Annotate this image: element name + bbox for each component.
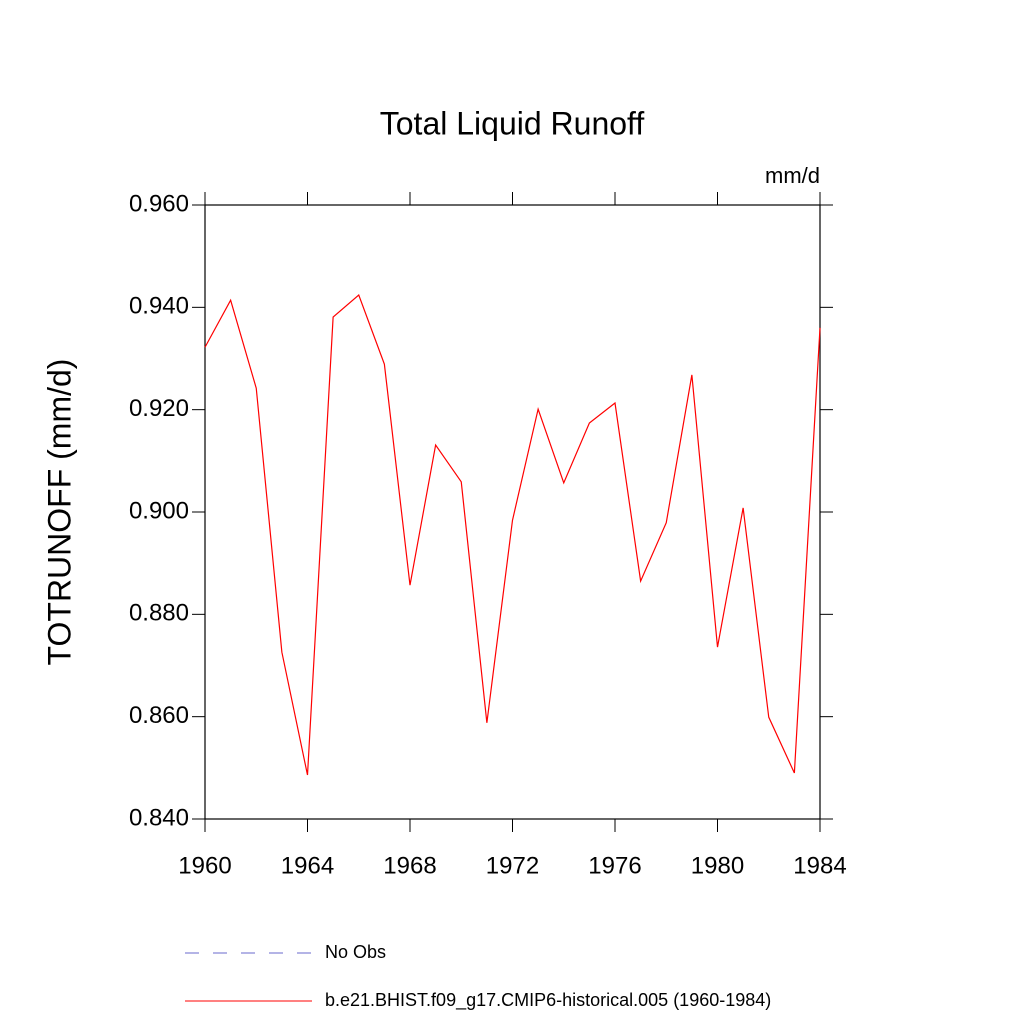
x-tick-label: 1968 xyxy=(383,852,436,879)
y-tick-label: 0.900 xyxy=(129,497,189,524)
x-tick-label: 1976 xyxy=(588,852,641,879)
x-tick-label: 1984 xyxy=(793,852,846,879)
units-label: mm/d xyxy=(765,163,820,188)
x-tick-label: 1964 xyxy=(281,852,334,879)
legend-label: No Obs xyxy=(325,942,386,962)
y-tick-label: 0.840 xyxy=(129,804,189,831)
y-tick-label: 0.860 xyxy=(129,702,189,729)
x-tick-label: 1960 xyxy=(178,852,231,879)
x-tick-label: 1980 xyxy=(691,852,744,879)
y-tick-label: 0.920 xyxy=(129,395,189,422)
legend-label: b.e21.BHIST.f09_g17.CMIP6-historical.005… xyxy=(325,990,771,1011)
chart-title: Total Liquid Runoff xyxy=(380,105,645,141)
y-axis-label: TOTRUNOFF (mm/d) xyxy=(41,359,77,666)
y-tick-label: 0.880 xyxy=(129,600,189,627)
x-tick-label: 1972 xyxy=(486,852,539,879)
y-tick-label: 0.940 xyxy=(129,293,189,320)
y-tick-label: 0.960 xyxy=(129,190,189,217)
data-line xyxy=(204,294,821,776)
